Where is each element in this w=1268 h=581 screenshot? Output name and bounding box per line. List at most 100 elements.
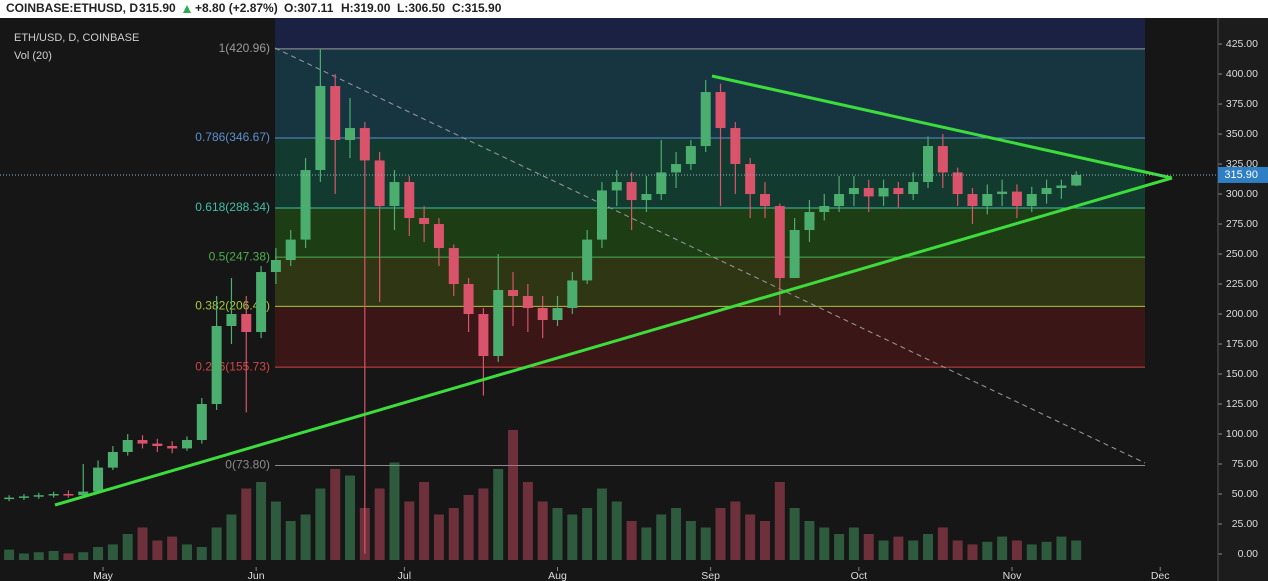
price: 315.90 [139,1,176,15]
candle-body [63,494,74,496]
candle-body [419,218,430,225]
candle-body [685,146,696,165]
candle-body [596,190,607,240]
y-tick-label: 300.00 [1226,188,1258,200]
candle-body [774,206,785,279]
volume-bar [685,521,696,560]
candle-body [359,128,370,161]
candle-body [582,239,593,281]
candle-body [374,160,385,207]
candle-body [404,182,415,219]
volume-bar [1011,540,1022,560]
fib-level-label: 0(73.80) [225,458,270,472]
candle-body [641,194,652,201]
candle-body [211,326,222,405]
volume-bar [107,544,118,560]
fib-band [275,257,1145,307]
volume-bar [774,482,785,560]
candle-body [463,284,474,315]
candle-body [522,296,533,309]
volume-label: Vol (20) [14,50,52,62]
volume-bar [389,462,400,560]
y-tick-label: 250.00 [1226,248,1258,260]
candle-body [1041,188,1052,195]
volume-bar [315,488,326,560]
volume-bar [63,553,74,560]
volume-bar [582,508,593,560]
volume-bar [508,430,519,560]
candle-body [567,280,578,309]
x-tick-label: Sep [701,570,720,581]
candle-body [345,128,356,141]
candle-body [537,308,548,321]
fib-level-label: 0.618(288.34) [195,200,270,214]
volume-bar [863,534,874,560]
volume-bar [967,544,978,560]
change: +8.80 (+2.87%) [195,1,278,15]
x-tick-label: Dec [1151,570,1170,581]
candle-body [256,272,267,333]
candle-body [656,172,667,195]
candle-body [730,128,741,165]
fib-band [275,367,1145,466]
y-tick-label: 0.00 [1238,548,1259,560]
y-tick-label: 150.00 [1226,368,1258,380]
diagonal-guide [274,47,1146,464]
y-tick-label: 325.00 [1226,158,1258,170]
candle-body [1071,174,1082,186]
volume-bar [937,527,948,560]
x-tick-label: Oct [851,570,867,581]
volume-bar [1071,540,1082,560]
header-bar [0,0,1268,18]
volume-bar [122,534,133,560]
volume-bar [404,501,415,560]
candle-body [1026,194,1037,207]
price-axis [1218,18,1268,581]
volume-bar [152,540,163,560]
volume-bar [952,540,963,560]
x-tick-label: Jul [398,570,411,581]
up-arrow [183,5,191,13]
volume-bar [270,501,281,560]
candle-body [552,308,563,321]
volume-bar [18,553,29,560]
fib-level-label: 0.236(155.73) [195,359,270,373]
candle-body [196,404,207,441]
candle-body [671,164,682,173]
fib-band [275,138,1145,209]
symbol: COINBASE:ETHUSD, D [6,1,138,15]
candle-body [241,314,252,333]
candle-body [508,290,519,297]
candle-body [863,188,874,197]
candle-body [759,194,770,207]
volume-bar [33,552,44,560]
volume-bar [522,482,533,560]
candle-body [181,440,192,449]
volume-bar [656,514,667,560]
candle-body [78,491,89,496]
fib-band [275,208,1145,258]
last-price-label: 315.90 [1224,169,1258,181]
candle-body [493,290,504,357]
y-tick-label: 225.00 [1226,278,1258,290]
open: O:307.11 [284,1,334,15]
volume-bar [493,469,504,560]
volume-bar [196,547,207,560]
fib-band [275,306,1145,368]
volume-bar [730,501,741,560]
volume-bar [804,521,815,560]
y-tick-label: 75.00 [1232,458,1258,470]
candle-body [18,496,29,498]
x-tick-label: Nov [1003,570,1022,581]
volume-bar [1056,536,1067,560]
volume-bar [419,482,430,560]
candle-body [937,146,948,173]
volume-bar [715,508,726,560]
volume-bar [167,536,178,560]
candle-body [107,452,118,468]
candle-body [270,260,281,273]
y-tick-label: 425.00 [1226,38,1258,50]
candle-body [48,494,59,496]
candle-body [315,86,326,171]
candle-body [137,440,148,444]
